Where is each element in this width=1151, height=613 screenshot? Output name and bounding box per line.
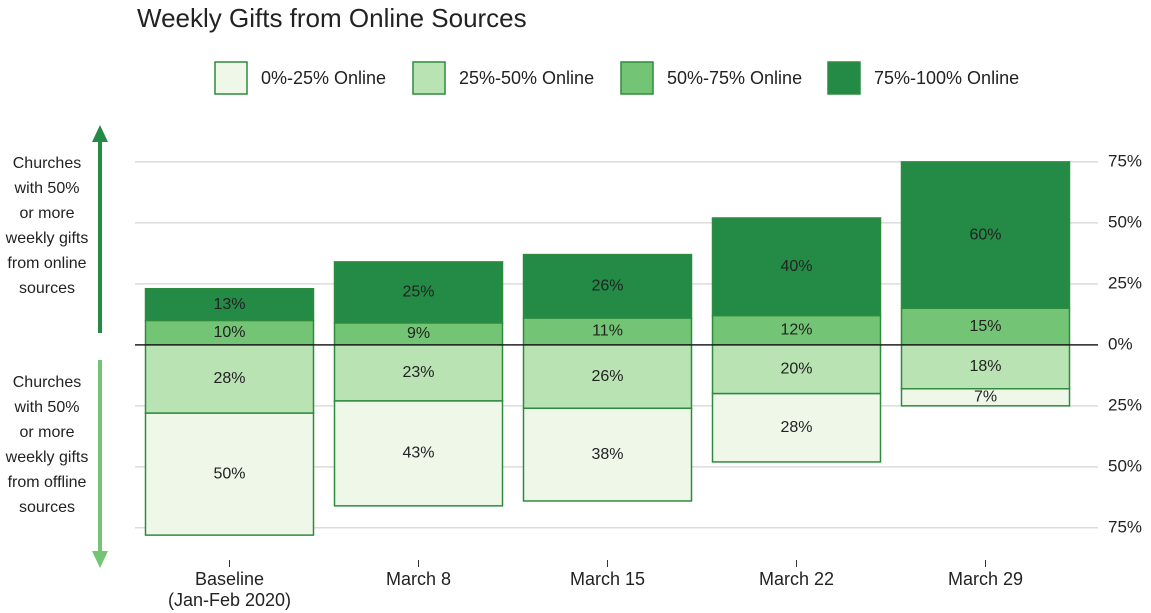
bar-segment (333, 344, 504, 402)
annotation: or more (19, 205, 74, 222)
x-tick-line: Baseline (195, 569, 264, 589)
data-label: 50% (213, 465, 245, 482)
legend-label: 50%-75% Online (667, 68, 802, 88)
legend-label: 75%-100% Online (874, 68, 1019, 88)
bar-segment (333, 261, 504, 324)
annotation: Churches (13, 374, 81, 391)
annotation: from offline (8, 474, 87, 491)
annotation: sources (19, 499, 75, 516)
data-label: 38% (591, 446, 623, 463)
x-tick-label: March 15 (570, 569, 645, 589)
bar-segment (900, 307, 1071, 346)
data-label: 26% (591, 368, 623, 385)
y-tick-label: 50% (1108, 456, 1142, 475)
data-label: 25% (402, 284, 434, 301)
x-tick-label: March 22 (759, 569, 834, 589)
legend-swatch (620, 61, 654, 95)
data-label: 15% (969, 318, 1001, 335)
y-tick-label: 25% (1108, 273, 1142, 292)
bar-segment (711, 392, 882, 463)
data-label: 7% (974, 389, 997, 406)
y-tick-label: 50% (1108, 212, 1142, 231)
annotation: with 50% (14, 399, 80, 416)
bar-segment (144, 287, 315, 322)
data-label: 12% (780, 321, 812, 338)
legend-swatch (412, 61, 446, 95)
x-tick-label: Baseline (Jan-Feb 2020) (168, 569, 291, 610)
data-label: 28% (213, 370, 245, 387)
annotation: Churches (13, 155, 81, 172)
x-tick-line: March 29 (948, 569, 1023, 589)
bar-segment (144, 412, 315, 536)
x-tick-line: March 8 (386, 569, 451, 589)
bar-segment (522, 344, 693, 410)
data-label: 60% (969, 226, 1001, 243)
bar-segment (900, 388, 1071, 407)
legend-label: 25%-50% Online (459, 68, 594, 88)
x-tick-label: March 8 (386, 569, 451, 589)
data-label: 13% (213, 296, 245, 313)
bar-segment (711, 314, 882, 346)
bar-segment (522, 253, 693, 319)
arrow-head (92, 125, 108, 142)
annotation: with 50% (14, 180, 80, 197)
bar-segment (144, 344, 315, 414)
data-label: 28% (780, 419, 812, 436)
data-label: 10% (213, 324, 245, 341)
bar-segment (333, 400, 504, 507)
y-tick-label: 0% (1108, 334, 1133, 353)
annotation: sources (19, 280, 75, 297)
data-label: 23% (402, 364, 434, 381)
bar-segment (900, 161, 1071, 309)
y-tick-label: 25% (1108, 395, 1142, 414)
x-tick-line: (Jan-Feb 2020) (168, 590, 291, 610)
annotation: weekly gifts (5, 230, 89, 247)
y-tick-label: 75% (1108, 151, 1142, 170)
data-label: 11% (592, 323, 623, 340)
data-label: 43% (402, 445, 434, 462)
annotation: or more (19, 424, 74, 441)
legend-swatch (827, 61, 861, 95)
chart-title: Weekly Gifts from Online Sources (137, 3, 527, 33)
data-label: 40% (780, 258, 812, 275)
annotation: from online (7, 255, 86, 272)
arrow-head (92, 551, 108, 568)
data-label: 9% (407, 325, 430, 342)
data-label: 26% (591, 278, 623, 295)
x-tick-label: March 29 (948, 569, 1023, 589)
data-label: 18% (969, 358, 1001, 375)
x-tick-line: March 15 (570, 569, 645, 589)
legend-swatch (214, 61, 248, 95)
bar-segment (522, 407, 693, 502)
x-tick-line: March 22 (759, 569, 834, 589)
bar-segment (711, 217, 882, 317)
data-label: 20% (780, 360, 812, 377)
bar-segment (900, 344, 1071, 390)
legend-label: 0%-25% Online (261, 68, 386, 88)
annotation: weekly gifts (5, 449, 89, 466)
y-tick-label: 75% (1108, 517, 1142, 536)
